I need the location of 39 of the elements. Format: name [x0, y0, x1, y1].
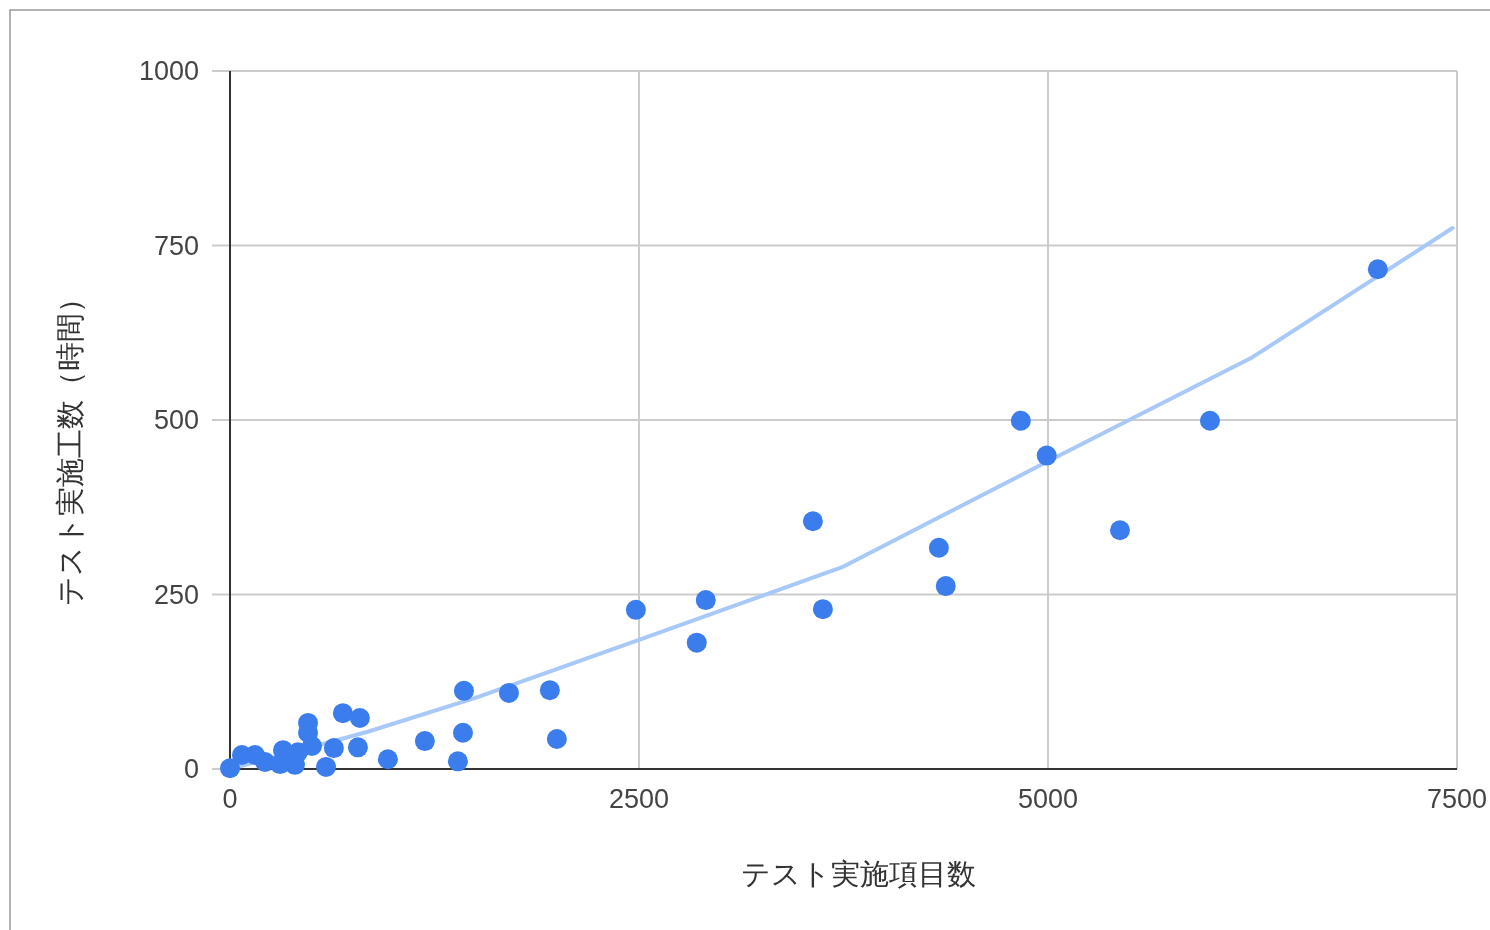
point [316, 756, 337, 777]
point [332, 703, 353, 724]
y-tick-label: 0 [183, 754, 199, 784]
point [414, 731, 435, 752]
point [323, 738, 344, 759]
point [377, 749, 398, 770]
point [1199, 410, 1220, 431]
point [928, 537, 949, 558]
point [539, 680, 560, 701]
point [347, 737, 368, 758]
y-axis-title: テスト実施工数（時間） [54, 284, 86, 606]
point [686, 632, 707, 653]
y-tick-label: 1000 [138, 56, 199, 86]
point [270, 754, 291, 775]
y-tick-label: 750 [153, 230, 199, 261]
y-tick-label: 250 [153, 579, 199, 610]
point [812, 599, 833, 620]
point [1010, 410, 1031, 431]
point [220, 758, 240, 779]
point [452, 722, 473, 743]
point [1367, 259, 1388, 280]
point [231, 745, 252, 766]
point [695, 590, 716, 611]
point [349, 708, 370, 729]
point [1036, 445, 1057, 466]
x-tick-label: 0 [222, 784, 238, 814]
x-tick-label: 5000 [1017, 784, 1079, 814]
point [498, 682, 519, 703]
point [625, 599, 646, 620]
point [453, 680, 474, 701]
point [447, 751, 468, 772]
x-tick-label: 2500 [608, 784, 670, 814]
point [935, 576, 956, 597]
point [1109, 520, 1130, 541]
point [546, 728, 567, 749]
point [802, 511, 823, 532]
x-axis-title: テスト実施項目数 [741, 858, 976, 890]
y-tick-label: 500 [153, 405, 199, 435]
x-tick-label: 7500 [1426, 784, 1488, 814]
